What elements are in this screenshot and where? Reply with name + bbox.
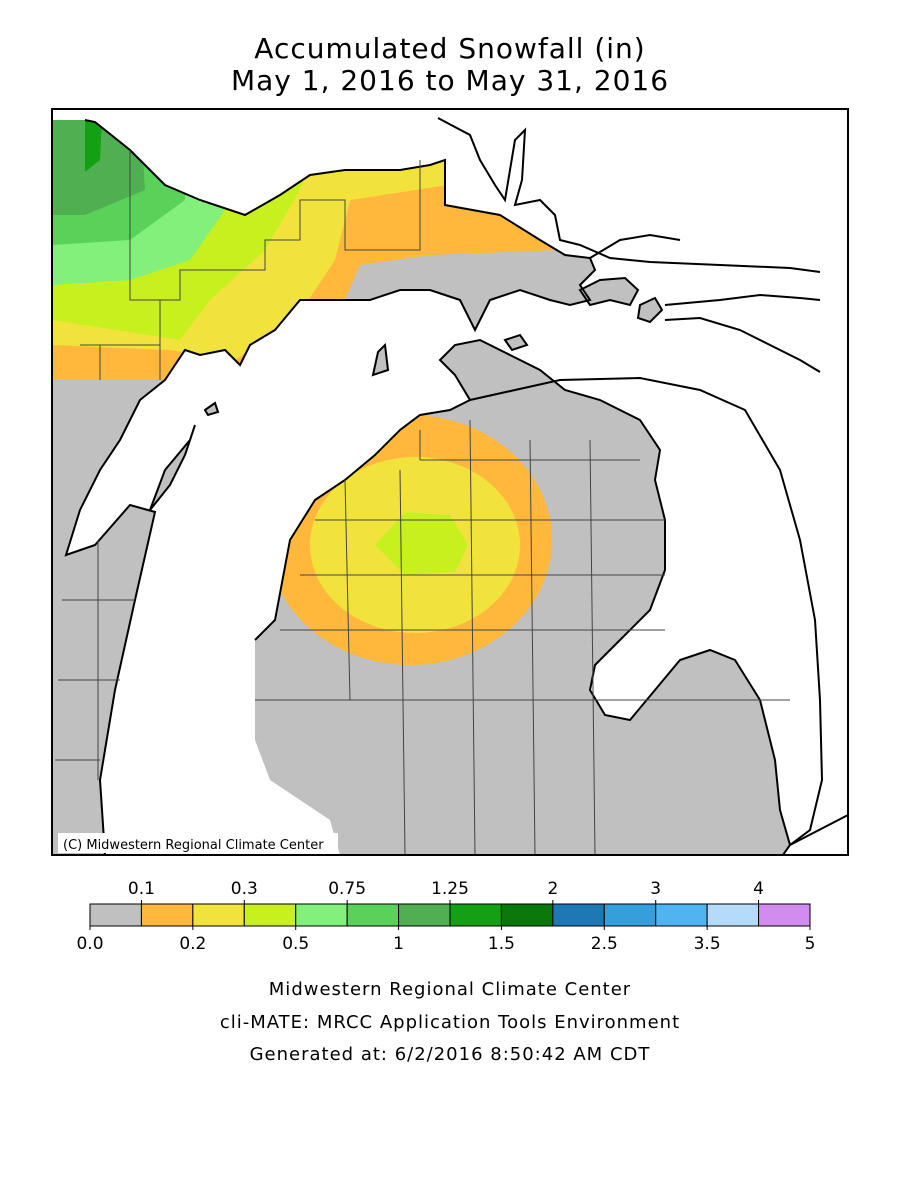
map-frame [51,108,849,856]
title-line: Accumulated Snowfall (in) [254,32,645,65]
legend-swatch [552,903,605,927]
copyright: (C) Midwestern Regional Climate Center [63,838,324,853]
legend-swatch [295,903,348,927]
legend-swatch [192,903,245,927]
legend-tick-label: 0.2 [179,934,206,954]
legend-tick-label: 0.1 [128,879,155,899]
county-lines [55,150,790,855]
legend-tick-label: 3.5 [694,934,721,954]
title-line: May 1, 2016 to May 31, 2016 [231,64,669,97]
legend-tick-label: 1 [393,934,404,954]
legend-swatch [758,903,811,927]
map: (C) Midwestern Regional Climate Center [52,109,848,855]
legend-swatch [603,903,657,927]
legend-tick-label: 2.5 [591,934,618,954]
legend-swatch [500,903,554,927]
snow-zone [85,120,102,172]
snow-zone [375,512,468,575]
legend-tick-label: 0.5 [282,934,309,954]
footer-line: cli-MATE: MRCC Application Tools Environ… [220,1012,680,1033]
legend: 0.0 0.1 0.2 0.3 0.5 0.75 1 1.25 1.5 2 2.5 3 3.5 4 5 [76,879,815,954]
legend-tick-label: 2 [547,879,558,899]
legend-swatch [655,903,708,927]
legend-swatch [398,903,451,927]
footer-line: Generated at: 6/2/2016 8:50:42 AM CDT [250,1044,651,1065]
legend-swatch [346,903,400,927]
footer-line: Midwestern Regional Climate Center [269,979,631,1000]
legend-swatch [89,903,142,927]
legend-tick-label: 3 [650,879,661,899]
legend-swatch [449,903,502,927]
legend-swatch [706,903,760,927]
copyright-box [58,833,338,853]
legend-swatch [243,903,297,927]
legend-tick-label: 0.75 [328,879,366,899]
legend-swatch [140,903,194,927]
legend-tick-label: 5 [805,934,816,954]
legend-tick-label: 4 [753,879,764,899]
legend-tick-label: 1.5 [488,934,515,954]
coastlines [64,117,848,855]
legend-tick-label: 1.25 [431,879,469,899]
legend-tick-label: 0.3 [231,879,258,899]
legend-tick-label: 0.0 [76,934,103,954]
